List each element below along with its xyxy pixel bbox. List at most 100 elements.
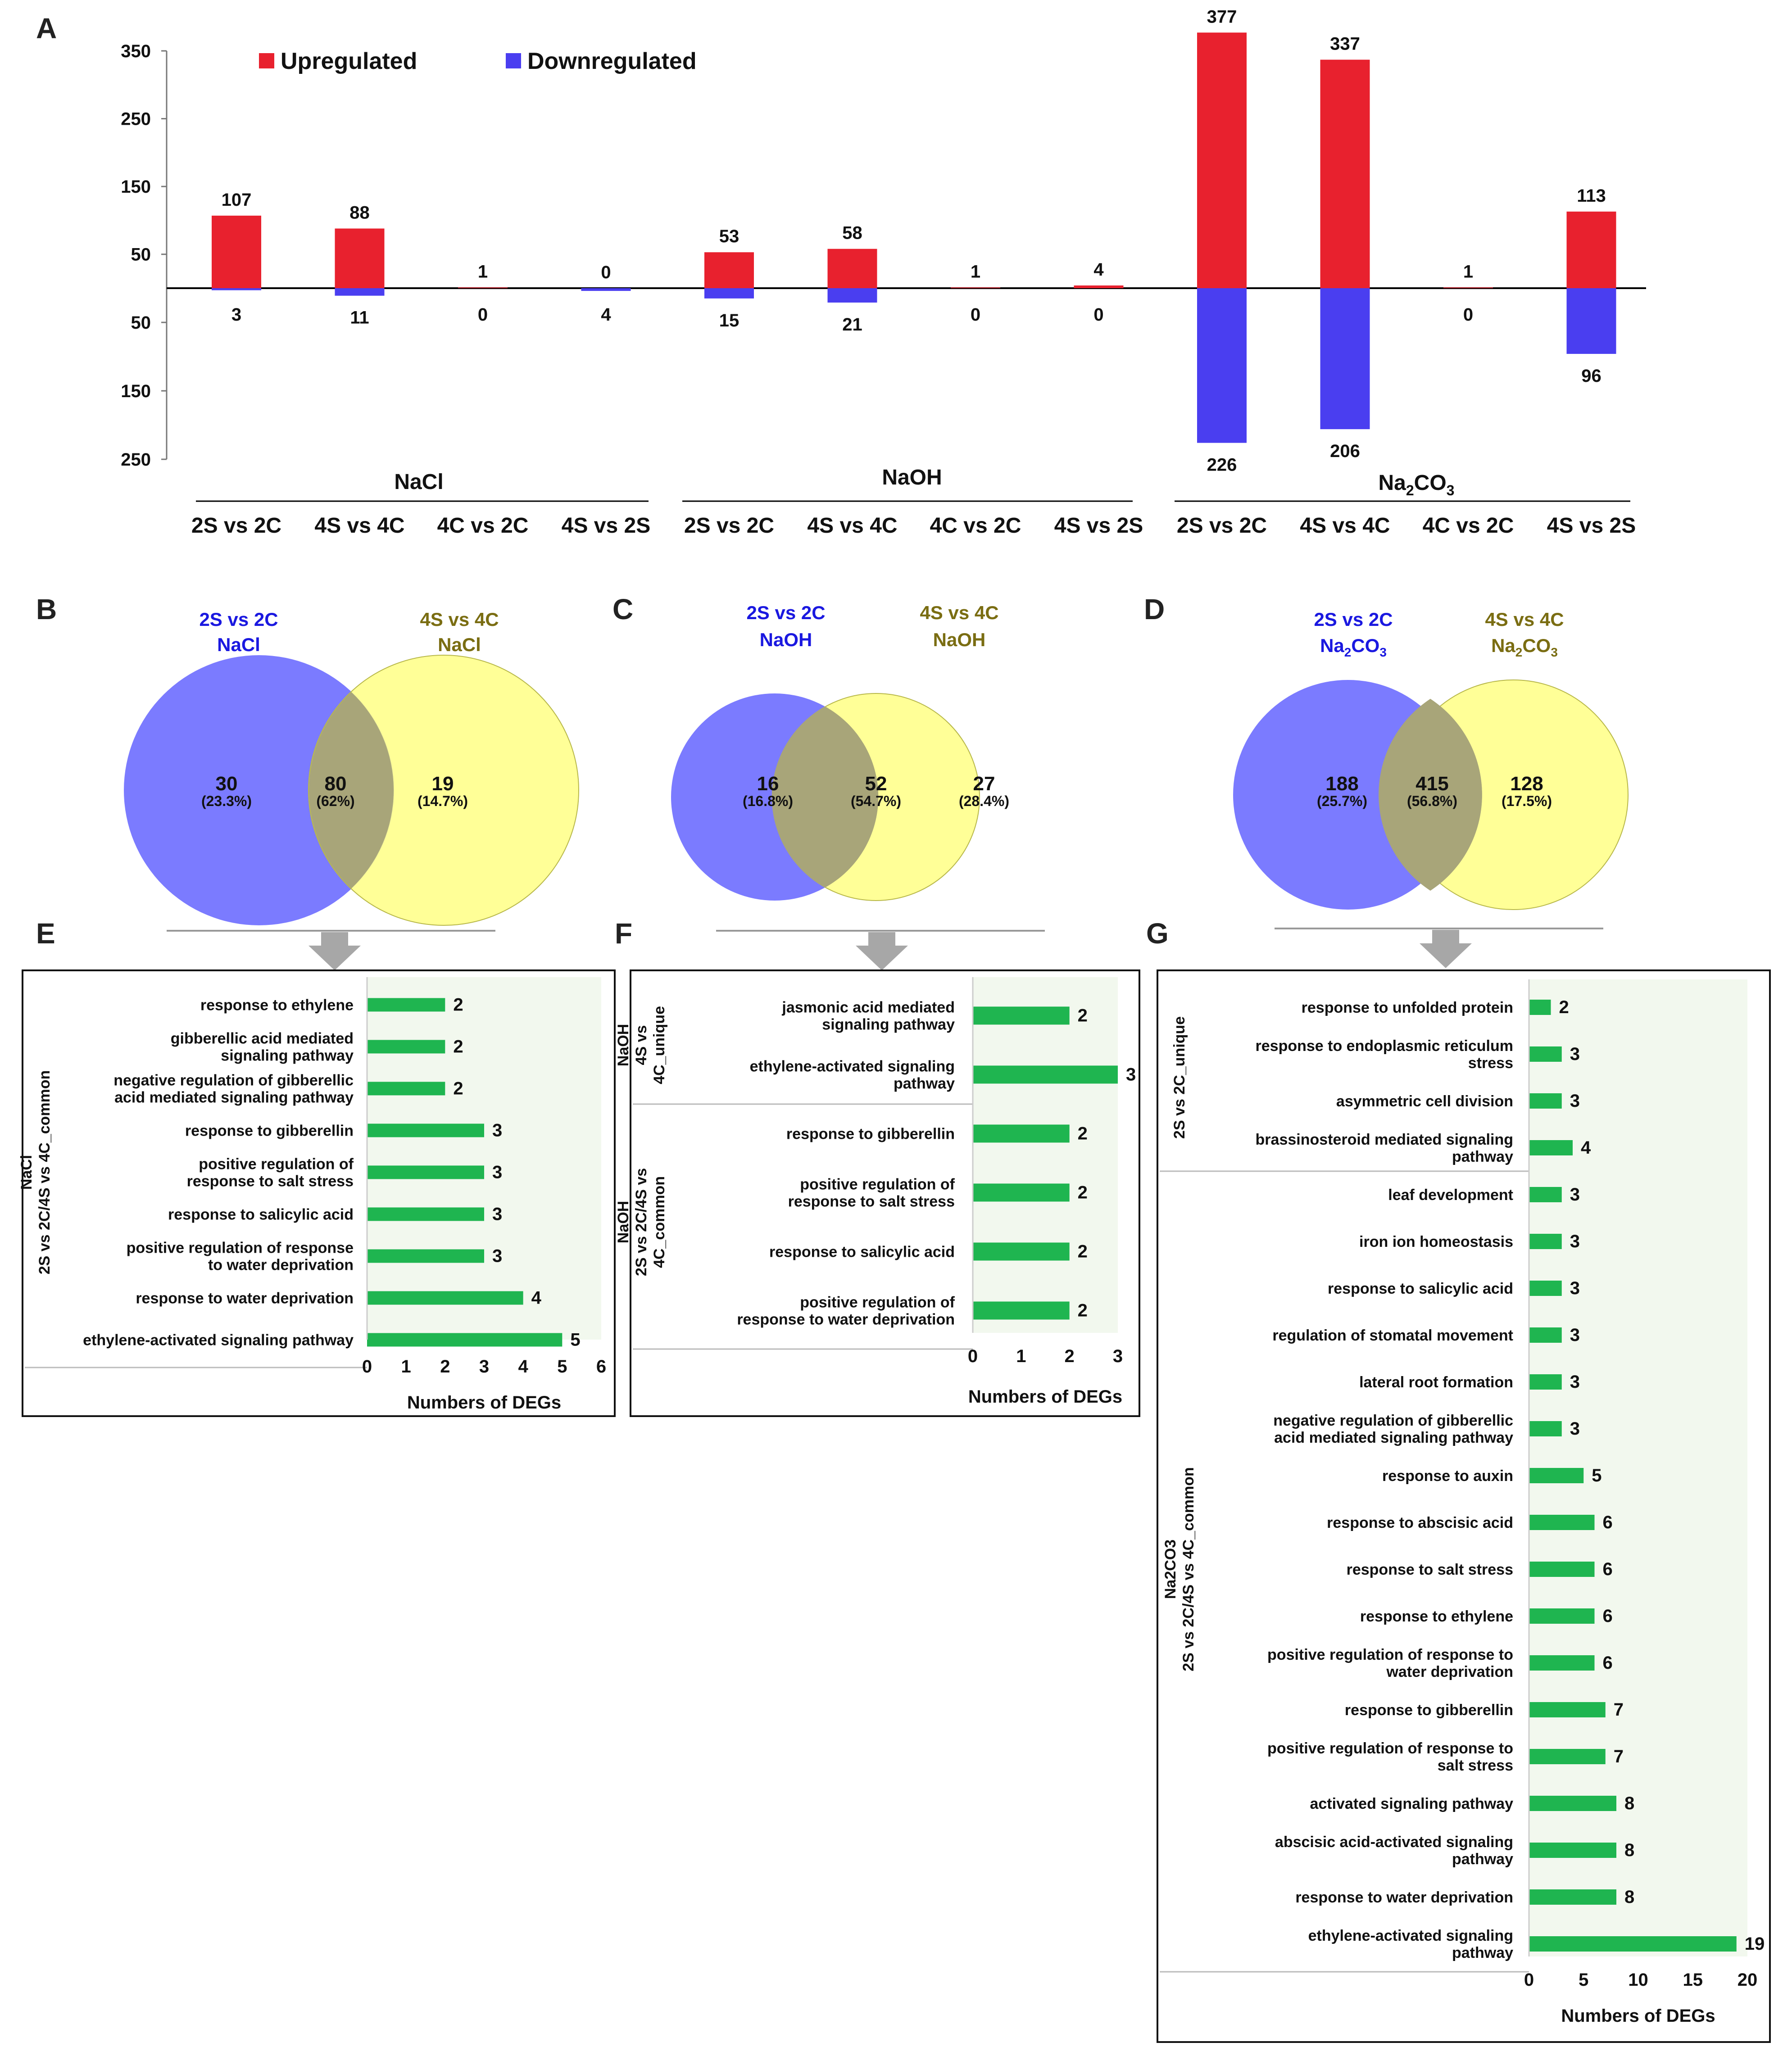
panel-label-f: F — [615, 917, 632, 950]
x-tick-label: 4 — [518, 1357, 529, 1377]
category-label: 2S vs 2C — [1177, 514, 1267, 538]
x-tick-label: 0 — [968, 1346, 978, 1366]
go-bar — [1529, 1936, 1737, 1952]
value-label-downregulated: 206 — [1330, 441, 1360, 461]
go-term-label: brassinosteroid mediated signaling — [1256, 1131, 1513, 1148]
group-label-na2co3-co: CO — [1414, 471, 1447, 495]
group-label-nacl-text: NaCl — [394, 470, 443, 494]
go-term-label: response to ethylene — [1360, 1608, 1513, 1625]
venn-d-right-sub-3: 3 — [1551, 645, 1558, 659]
go-term-label: response to salt stress — [187, 1173, 354, 1190]
venn-c-right-sub: NaOH — [933, 629, 986, 650]
venn-d-left-count: 188 — [1325, 773, 1358, 795]
y-tick-label: 250 — [121, 450, 151, 470]
go-bar — [1529, 1421, 1562, 1436]
group-label-naoh: NaOH — [882, 466, 942, 489]
venn-b-right-count: 19 — [432, 773, 454, 795]
go-bar — [1529, 1281, 1562, 1296]
go-bar — [1529, 1608, 1595, 1624]
go-term-label: gibberellic acid mediated — [171, 1030, 354, 1047]
category-label: 4S vs 4C — [807, 514, 897, 538]
go-bar — [367, 1333, 562, 1347]
venn-d-left-sub-2: 2 — [1344, 645, 1352, 659]
venn-c-right-pct: (28.4%) — [959, 793, 1009, 809]
go-bar — [367, 1250, 484, 1263]
go-bar — [1529, 1468, 1583, 1483]
bar-upregulated — [1320, 60, 1370, 288]
go-term-label: positive regulation of response to — [1267, 1646, 1513, 1663]
go-bar-value: 4 — [1581, 1138, 1591, 1158]
plot-area — [367, 977, 601, 1340]
go-term-label: signaling pathway — [221, 1047, 354, 1064]
value-label-downregulated: 226 — [1207, 455, 1237, 475]
panel-label-a: A — [36, 12, 57, 45]
bar-upregulated — [1074, 285, 1124, 288]
go-term-label: acid mediated signaling pathway — [114, 1089, 354, 1106]
go-term-label: positive regulation of — [800, 1176, 955, 1193]
group-label-na2co3-na: Na — [1379, 471, 1406, 495]
go-term-label: positive regulation of response to — [1267, 1740, 1513, 1757]
group-label-nacl: NaCl — [394, 470, 443, 494]
go-term-label: activated signaling pathway — [1310, 1795, 1513, 1812]
x-axis-label: Numbers of DEGs — [968, 1387, 1122, 1407]
go-bar-value: 3 — [1570, 1091, 1580, 1111]
x-tick-label: 3 — [479, 1357, 489, 1377]
venn-c-left-count: 16 — [757, 773, 779, 795]
x-tick-label: 0 — [362, 1357, 372, 1377]
x-tick-label: 1 — [1016, 1346, 1026, 1366]
arrow-down-icon — [308, 932, 361, 970]
go-term-label: salt stress — [1438, 1757, 1513, 1774]
venn-d-right-count: 128 — [1510, 773, 1543, 795]
go-bar — [1529, 1234, 1562, 1249]
arrow-down-icon — [1420, 930, 1472, 968]
category-label: 4S vs 2S — [1054, 514, 1143, 538]
go-term-label: iron ion homeostasis — [1359, 1233, 1513, 1250]
go-term-label: signaling pathway — [822, 1016, 955, 1033]
go-bar — [367, 1082, 445, 1096]
go-term-label: acid mediated signaling pathway — [1274, 1429, 1513, 1446]
go-bar — [1529, 1749, 1606, 1764]
go-bar-value: 2 — [1078, 1301, 1088, 1321]
venn-b-left-sub: NaCl — [217, 634, 260, 655]
go-term-label: response to gibberellin — [786, 1126, 955, 1143]
section-title: NaCl — [18, 1155, 35, 1190]
y-tick-label: 50 — [131, 245, 151, 265]
bar-upregulated — [1567, 212, 1616, 288]
go-bar-value: 6 — [1603, 1606, 1613, 1626]
go-bar — [367, 1124, 484, 1137]
go-bar — [973, 1125, 1070, 1143]
category-label: 4C vs 2C — [437, 514, 529, 538]
bar-upregulated — [458, 287, 508, 288]
panel-label-c: C — [612, 593, 633, 625]
value-label-upregulated: 0 — [601, 263, 611, 282]
venn-b-left-count: 30 — [216, 773, 238, 795]
group-label-na2co3-sub2: 2 — [1406, 482, 1414, 498]
venn-c-overlap-count: 52 — [865, 773, 887, 795]
panel-d: D 2S vs 2C Na2CO3 4S vs 4C Na2CO3 188 (2… — [1144, 593, 1628, 968]
value-label-downregulated: 21 — [842, 315, 862, 335]
group-label-na2co3: Na2CO3 — [1379, 471, 1455, 498]
venn-d-left-sub-co: CO — [1351, 635, 1379, 656]
go-term-label: response to water deprivation — [136, 1290, 354, 1307]
go-bar — [367, 1040, 445, 1054]
go-term-label: ethylene-activated signaling pathway — [83, 1332, 354, 1349]
panel-label-g: G — [1146, 917, 1169, 950]
legend-swatch-upregulated — [259, 53, 274, 68]
go-bar-value: 8 — [1624, 1840, 1634, 1860]
venn-d-right-title: 4S vs 4C — [1485, 609, 1564, 630]
go-term-label: pathway — [1452, 1944, 1513, 1961]
go-term-label: response to water deprivation — [1295, 1889, 1513, 1906]
go-term-label: response to auxin — [1382, 1467, 1513, 1485]
section-title: NaOH — [615, 1024, 632, 1066]
category-label: 4S vs 4C — [314, 514, 404, 538]
go-term-label: response to gibberellin — [185, 1123, 354, 1140]
go-term-label: pathway — [1452, 1851, 1513, 1868]
venn-d-left-sub-na: Na — [1320, 635, 1344, 656]
category-label: 2S vs 2C — [191, 514, 281, 538]
value-label-upregulated: 1 — [1463, 262, 1473, 281]
go-bar — [1529, 1889, 1616, 1905]
venn-d-right-sub-co: CO — [1522, 635, 1551, 656]
go-bar — [1529, 1046, 1562, 1062]
venn-d-right-pct: (17.5%) — [1502, 793, 1552, 809]
